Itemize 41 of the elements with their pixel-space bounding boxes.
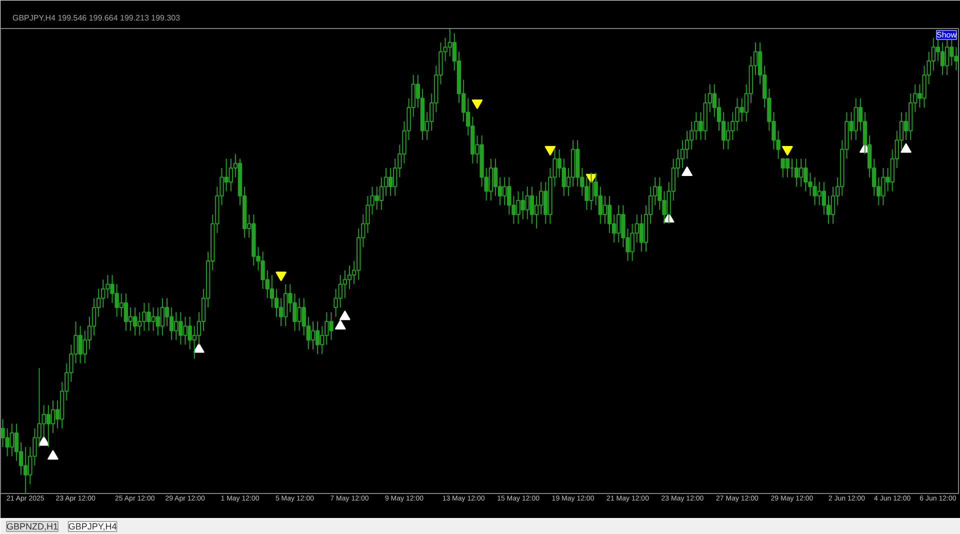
candlestick: [534, 195, 539, 229]
candlestick: [538, 181, 544, 215]
candlestick: [602, 195, 608, 224]
candlestick: [379, 176, 384, 210]
text: GBPNZD,H1: [6, 522, 58, 532]
candlestick: [936, 37, 940, 62]
candlestick: [274, 288, 279, 318]
annotation: Show: [936, 30, 957, 40]
candlestick: [607, 195, 612, 234]
candlestick: [50, 400, 56, 434]
point: [193, 343, 204, 353]
candlestick: [822, 181, 826, 215]
candlestick: [785, 158, 790, 178]
candlestick: [830, 186, 836, 224]
candlestick: [680, 140, 685, 168]
candlestick: [132, 307, 138, 336]
text: GBPJPY,H4: [68, 522, 117, 532]
candlestick: [502, 176, 507, 206]
candlestick: [388, 168, 393, 196]
point: [334, 320, 346, 330]
point: [47, 450, 58, 460]
candlestick: [684, 130, 690, 160]
chart-title: GBPJPY,H4 199.546 199.664 199.213 199.303: [12, 14, 181, 22]
candlestick: [940, 42, 945, 76]
candlestick: [794, 158, 799, 188]
candlestick: [342, 270, 348, 299]
candlestick: [493, 158, 498, 196]
candlestick: [310, 320, 316, 350]
point: [900, 143, 912, 153]
candlestick: [270, 274, 274, 308]
candlestick: [826, 195, 831, 224]
candlestick: [530, 186, 534, 224]
point: [682, 166, 693, 176]
point: [339, 310, 350, 320]
candlestick: [639, 214, 644, 252]
candlestick: [315, 320, 320, 354]
candlestick: [23, 446, 28, 494]
candlestick: [347, 265, 352, 290]
candlestick: [169, 307, 174, 341]
candlestick: [124, 293, 128, 332]
candlestick: [160, 298, 165, 336]
